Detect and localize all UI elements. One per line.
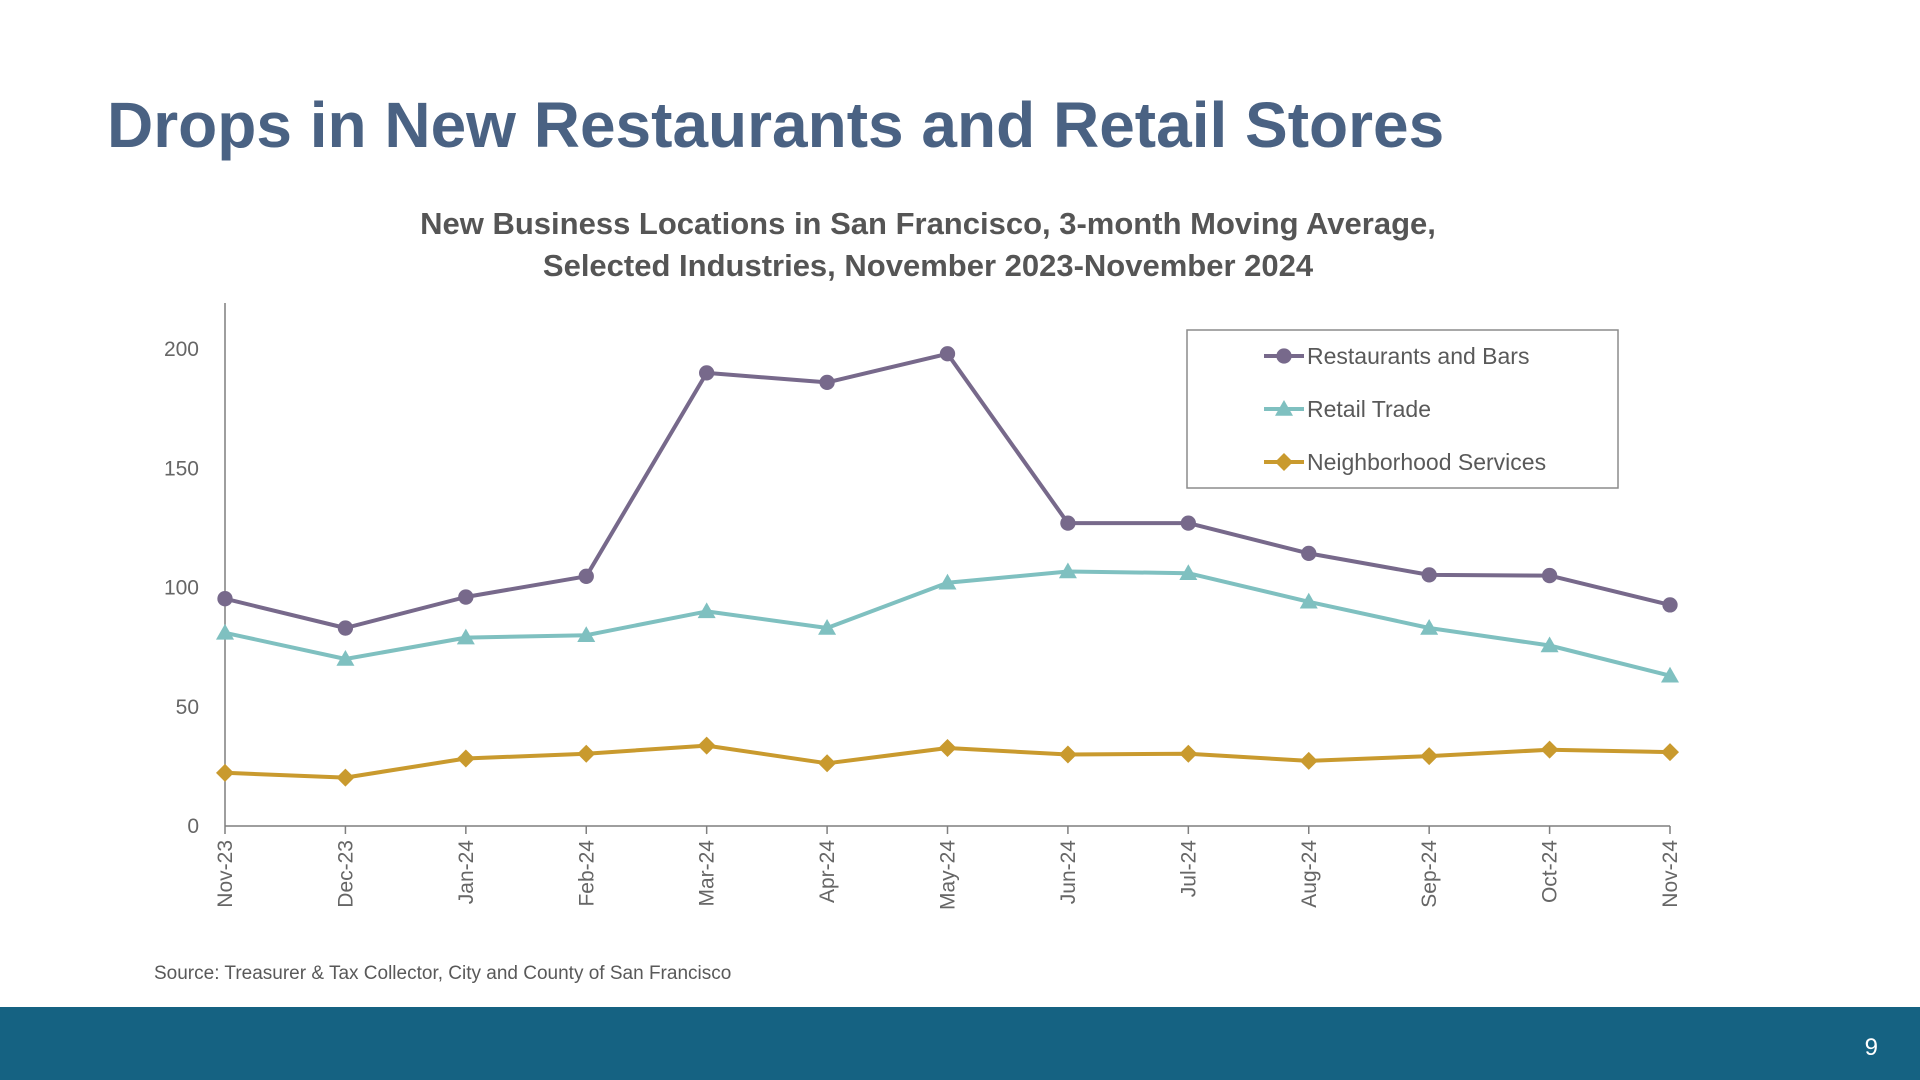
data-point <box>1662 597 1678 613</box>
chart-title: New Business Locations in San Francisco,… <box>0 203 1856 287</box>
data-point <box>1420 619 1439 635</box>
data-point <box>1180 515 1196 531</box>
series-1 <box>216 562 1679 683</box>
y-tick-label: 100 <box>164 577 199 600</box>
series-0 <box>217 346 1678 636</box>
data-point <box>819 374 835 391</box>
chart-axes: 0 50 100 150 200 Nov-23 Dec-23 Jan-24 Feb-24 Mar-… <box>164 303 1682 910</box>
data-point <box>697 736 716 755</box>
data-point <box>1060 515 1076 531</box>
data-point <box>1299 592 1318 609</box>
data-point <box>217 591 233 607</box>
y-tick-label: 50 <box>176 696 199 719</box>
legend-label: Retail Trade <box>1307 396 1431 422</box>
data-point <box>577 744 596 763</box>
legend-marker <box>1276 348 1292 364</box>
slide-title: Drops in New Restaurants and Retail Stor… <box>107 89 1445 161</box>
data-point <box>1299 751 1318 770</box>
line-chart: 0 50 100 150 200 Nov-23 Dec-23 Jan-24 Feb-24 Mar-… <box>164 303 1682 910</box>
data-point <box>578 568 594 584</box>
x-tick-label: May-24 <box>937 840 960 910</box>
data-point <box>336 768 355 787</box>
x-tick-label: Jan-24 <box>455 840 478 905</box>
data-point <box>1661 666 1679 683</box>
x-tick-label: Dec-23 <box>334 840 357 908</box>
chart-title-line-2: Selected Industries, November 2023-Novem… <box>542 248 1314 283</box>
legend-marker <box>1275 400 1293 416</box>
data-point <box>1540 636 1559 653</box>
source-note: Source: Treasurer & Tax Collector, City … <box>154 963 732 984</box>
chart-title-line-1: New Business Locations in San Francisco,… <box>420 206 1436 241</box>
x-tick-label: Oct-24 <box>1539 840 1562 903</box>
x-tick-label: Feb-24 <box>575 840 598 907</box>
data-point <box>1540 740 1559 759</box>
chart-series <box>216 346 1679 787</box>
legend-box <box>1186 329 1619 489</box>
footer-bar <box>0 1007 1920 1080</box>
data-point <box>1661 743 1679 762</box>
data-point <box>337 620 354 636</box>
data-point <box>1301 545 1317 562</box>
data-point <box>818 754 837 773</box>
data-point <box>577 626 596 642</box>
data-point <box>456 628 475 645</box>
data-point <box>1179 744 1198 763</box>
data-point <box>458 589 474 605</box>
data-point <box>1058 562 1077 579</box>
data-point <box>1179 564 1198 580</box>
data-point <box>699 365 715 381</box>
x-tick-label: Apr-24 <box>816 840 839 903</box>
x-tick-label: Mar-24 <box>696 840 719 907</box>
series-2 <box>216 736 1679 787</box>
x-tick-label: Nov-23 <box>214 840 237 908</box>
x-tick-label: Nov-24 <box>1659 840 1682 908</box>
data-point <box>697 602 716 619</box>
data-point <box>216 763 234 782</box>
chart-legend: Restaurants and Bars Retail Trade Neighbor… <box>1186 329 1619 489</box>
legend-label: Restaurants and Bars <box>1307 343 1529 369</box>
page-number: 9 <box>1864 1034 1878 1061</box>
y-tick-label: 0 <box>187 815 199 838</box>
y-tick-label: 150 <box>164 457 199 480</box>
x-tick-label: Jun-24 <box>1057 840 1080 905</box>
x-tick-label: Jul-24 <box>1177 840 1200 898</box>
data-point <box>938 573 957 590</box>
data-point <box>1421 567 1437 583</box>
data-point <box>939 346 956 362</box>
data-point <box>938 739 957 758</box>
data-point <box>1420 747 1439 766</box>
data-point <box>818 619 837 635</box>
x-tick-label: Aug-24 <box>1298 840 1321 908</box>
legend-label: Neighborhood Services <box>1307 449 1546 475</box>
data-point <box>336 650 355 666</box>
legend-marker <box>1275 453 1293 471</box>
x-tick-label: Sep-24 <box>1418 840 1441 908</box>
data-point <box>1541 567 1558 584</box>
data-point <box>216 623 234 640</box>
y-tick-label: 200 <box>164 338 199 361</box>
data-point <box>456 749 475 768</box>
data-point <box>1058 745 1077 764</box>
